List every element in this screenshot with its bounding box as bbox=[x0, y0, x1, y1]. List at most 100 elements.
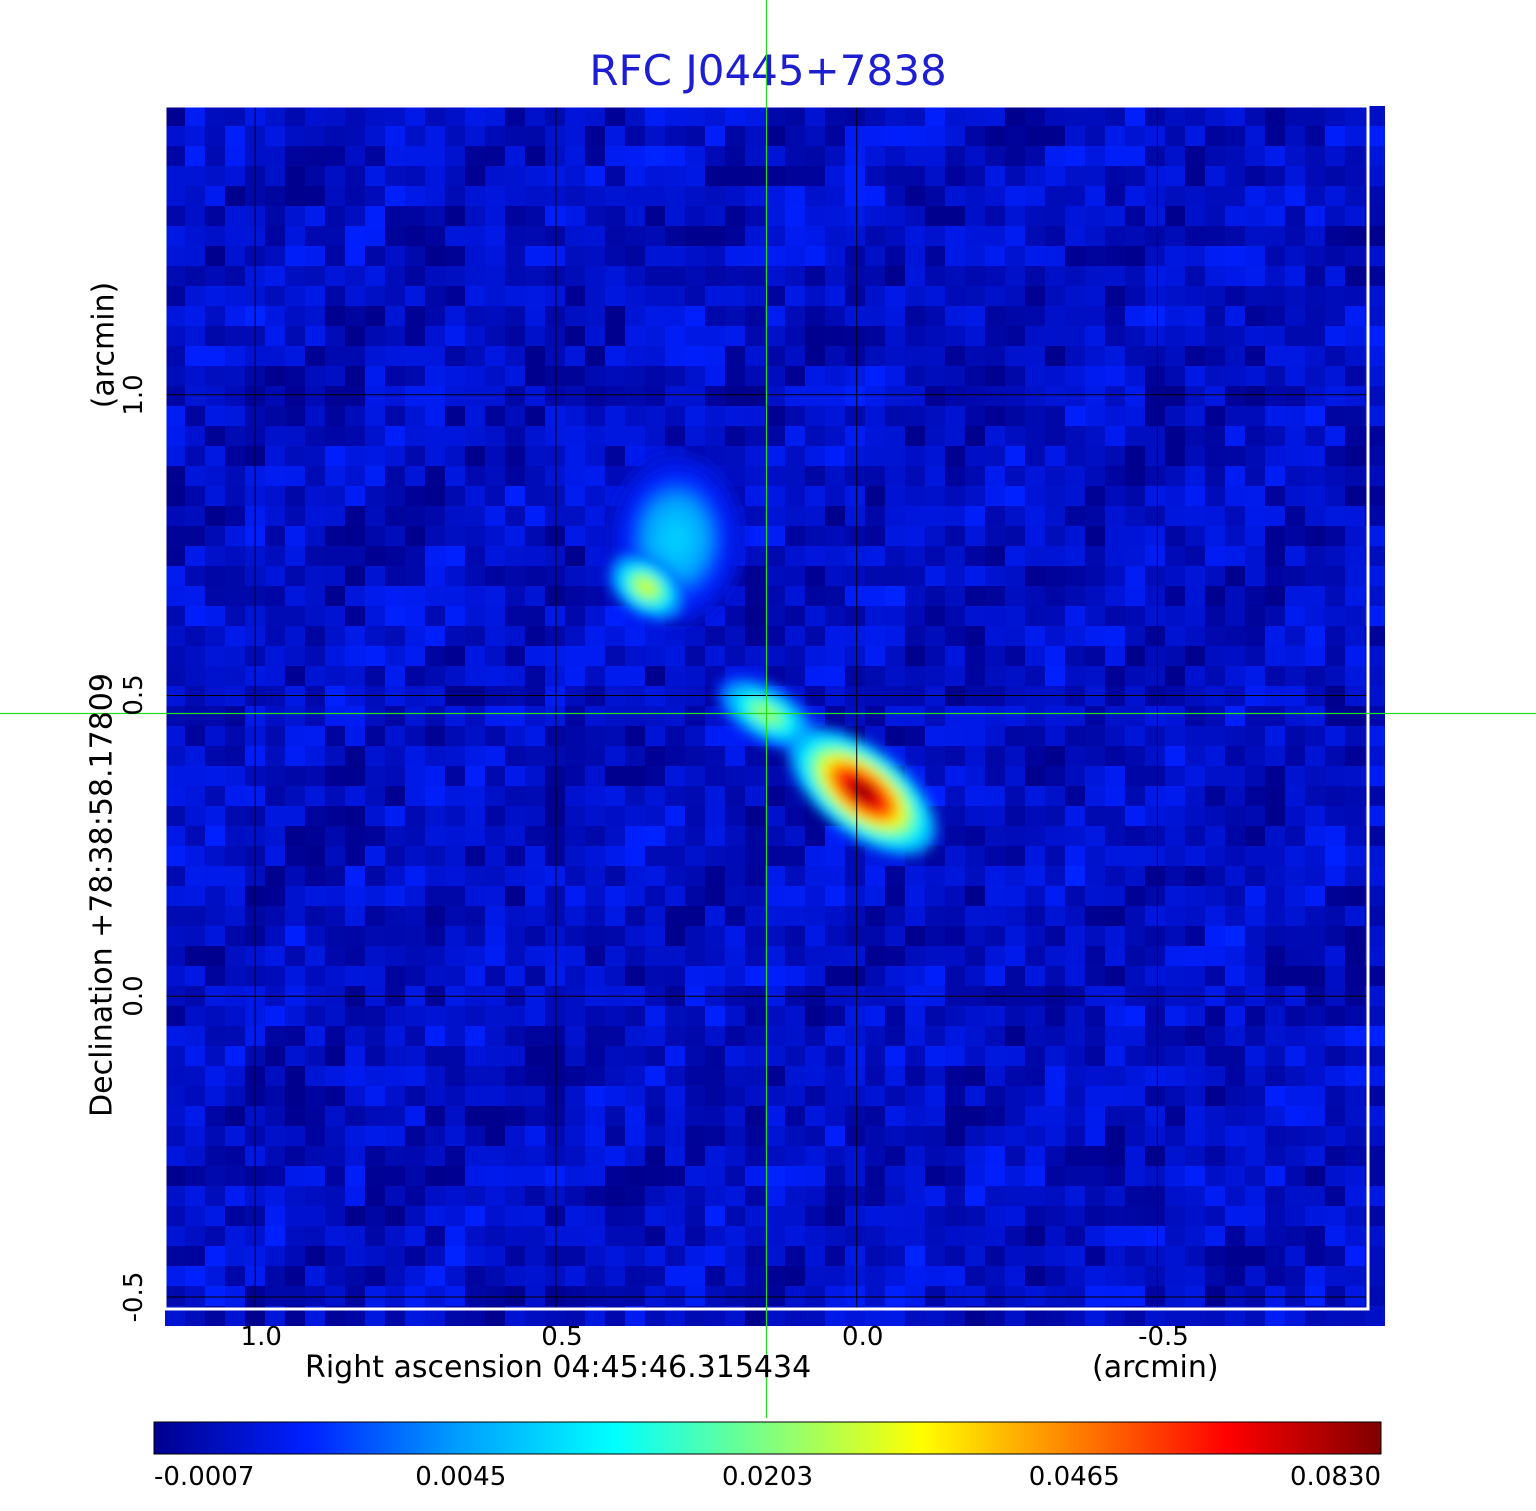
noise-cell bbox=[845, 1106, 865, 1126]
noise-cell bbox=[1225, 266, 1245, 286]
noise-cell bbox=[525, 1266, 545, 1286]
noise-cell bbox=[885, 326, 905, 346]
noise-cell bbox=[1025, 586, 1045, 606]
noise-cell bbox=[445, 1306, 465, 1326]
noise-cell bbox=[625, 426, 645, 446]
noise-cell bbox=[1285, 566, 1305, 586]
noise-cell bbox=[405, 846, 425, 866]
noise-cell bbox=[1065, 946, 1085, 966]
noise-cell bbox=[1185, 766, 1205, 786]
noise-cell bbox=[1085, 426, 1105, 446]
noise-cell bbox=[305, 1006, 325, 1026]
noise-cell bbox=[765, 886, 785, 906]
noise-cell bbox=[525, 926, 545, 946]
noise-cell bbox=[865, 906, 885, 926]
noise-cell bbox=[1305, 546, 1325, 566]
noise-cell bbox=[385, 546, 405, 566]
noise-cell bbox=[925, 1306, 945, 1326]
noise-cell bbox=[685, 146, 705, 166]
noise-cell bbox=[1085, 1086, 1105, 1106]
noise-cell bbox=[405, 786, 425, 806]
noise-cell bbox=[565, 746, 585, 766]
noise-cell bbox=[1265, 846, 1285, 866]
noise-cell bbox=[705, 426, 725, 446]
noise-cell bbox=[1025, 1206, 1045, 1226]
noise-cell bbox=[405, 686, 425, 706]
noise-cell bbox=[1125, 606, 1145, 626]
noise-cell bbox=[585, 506, 605, 526]
noise-cell bbox=[985, 846, 1005, 866]
noise-cell bbox=[1145, 1266, 1165, 1286]
noise-cell bbox=[345, 186, 365, 206]
noise-cell bbox=[1165, 846, 1185, 866]
noise-cell bbox=[865, 926, 885, 946]
noise-cell bbox=[165, 846, 185, 866]
noise-cell bbox=[545, 126, 565, 146]
noise-cell bbox=[705, 826, 725, 846]
noise-cell bbox=[1305, 266, 1325, 286]
noise-cell bbox=[525, 146, 545, 166]
noise-cell bbox=[1005, 1086, 1025, 1106]
noise-cell bbox=[845, 426, 865, 446]
noise-cell bbox=[205, 286, 225, 306]
noise-cell bbox=[385, 146, 405, 166]
noise-cell bbox=[285, 1266, 305, 1286]
noise-cell bbox=[445, 826, 465, 846]
noise-cell bbox=[1065, 1186, 1085, 1206]
noise-cell bbox=[265, 1006, 285, 1026]
noise-cell bbox=[445, 646, 465, 666]
noise-cell bbox=[1085, 586, 1105, 606]
noise-cell bbox=[705, 786, 725, 806]
noise-cell bbox=[1205, 1206, 1225, 1226]
noise-cell bbox=[985, 1246, 1005, 1266]
noise-cell bbox=[825, 666, 845, 686]
noise-cell bbox=[345, 366, 365, 386]
noise-cell bbox=[345, 846, 365, 866]
noise-cell bbox=[985, 366, 1005, 386]
noise-cell bbox=[605, 1286, 625, 1306]
noise-cell bbox=[585, 946, 605, 966]
noise-cell bbox=[885, 926, 905, 946]
noise-cell bbox=[1305, 946, 1325, 966]
noise-cell bbox=[185, 946, 205, 966]
noise-cell bbox=[545, 1026, 565, 1046]
noise-cell bbox=[525, 486, 545, 506]
noise-cell bbox=[965, 106, 985, 126]
noise-cell bbox=[1085, 1126, 1105, 1146]
noise-cell bbox=[1185, 606, 1205, 626]
noise-cell bbox=[1345, 766, 1365, 786]
noise-cell bbox=[1345, 506, 1365, 526]
noise-cell bbox=[585, 1246, 605, 1266]
noise-cell bbox=[465, 806, 485, 826]
noise-cell bbox=[1125, 306, 1145, 326]
noise-cell bbox=[705, 906, 725, 926]
noise-cell bbox=[665, 686, 685, 706]
noise-cell bbox=[405, 1026, 425, 1046]
noise-cell bbox=[1245, 686, 1265, 706]
noise-cell bbox=[545, 626, 565, 646]
noise-cell bbox=[385, 406, 405, 426]
noise-cell bbox=[985, 586, 1005, 606]
noise-cell bbox=[1005, 126, 1025, 146]
noise-cell bbox=[665, 926, 685, 946]
noise-cell bbox=[1005, 1026, 1025, 1046]
noise-cell bbox=[1205, 186, 1225, 206]
noise-cell bbox=[725, 1126, 745, 1146]
noise-cell bbox=[1265, 906, 1285, 926]
noise-cell bbox=[945, 786, 965, 806]
noise-cell bbox=[425, 806, 445, 826]
noise-cell bbox=[185, 1266, 205, 1286]
noise-cell bbox=[165, 1246, 185, 1266]
noise-cell bbox=[185, 766, 205, 786]
noise-cell bbox=[1025, 1246, 1045, 1266]
noise-cell bbox=[185, 846, 205, 866]
noise-cell bbox=[705, 646, 725, 666]
noise-cell bbox=[525, 206, 545, 226]
noise-cell bbox=[165, 1066, 185, 1086]
noise-cell bbox=[785, 146, 805, 166]
noise-cell bbox=[225, 266, 245, 286]
noise-cell bbox=[485, 686, 505, 706]
noise-cell bbox=[865, 1286, 885, 1306]
noise-cell bbox=[1305, 1066, 1325, 1086]
noise-cell bbox=[1365, 526, 1385, 546]
